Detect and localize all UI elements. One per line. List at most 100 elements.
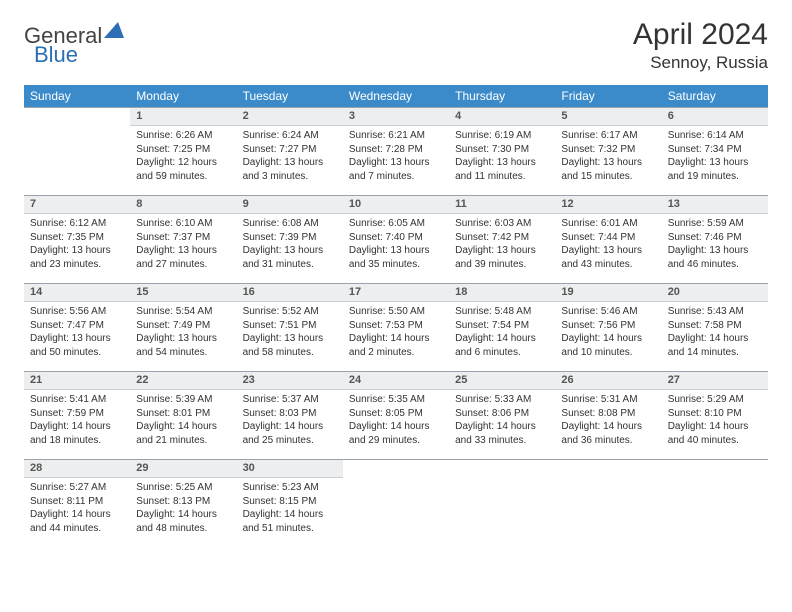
day-number-cell: 9 bbox=[237, 196, 343, 214]
day-number: 15 bbox=[136, 286, 148, 298]
weekday-header: Tuesday bbox=[237, 85, 343, 108]
day-number-cell bbox=[449, 460, 555, 478]
sunset-text: Sunset: 7:54 PM bbox=[455, 319, 549, 333]
sunrise-text: Sunrise: 5:23 AM bbox=[243, 481, 337, 495]
day-number-row: 123456 bbox=[24, 108, 768, 126]
day-content-cell: Sunrise: 5:39 AMSunset: 8:01 PMDaylight:… bbox=[130, 390, 236, 460]
sunset-text: Sunset: 7:42 PM bbox=[455, 231, 549, 245]
day-number-cell: 5 bbox=[555, 108, 661, 126]
day-number: 24 bbox=[349, 374, 361, 386]
day-number: 19 bbox=[561, 286, 573, 298]
logo-blue-wrap: Blue bbox=[34, 42, 78, 68]
daylight-text: Daylight: 14 hours and 29 minutes. bbox=[349, 420, 443, 447]
sunrise-text: Sunrise: 6:03 AM bbox=[455, 217, 549, 231]
daylight-text: Daylight: 14 hours and 25 minutes. bbox=[243, 420, 337, 447]
logo-text-blue: Blue bbox=[34, 42, 78, 67]
title-block: April 2024 Sennoy, Russia bbox=[633, 18, 768, 73]
sunrise-text: Sunrise: 6:14 AM bbox=[668, 129, 762, 143]
daylight-text: Daylight: 12 hours and 59 minutes. bbox=[136, 156, 230, 183]
daylight-text: Daylight: 13 hours and 23 minutes. bbox=[30, 244, 124, 271]
day-content-cell: Sunrise: 6:08 AMSunset: 7:39 PMDaylight:… bbox=[237, 214, 343, 284]
daylight-text: Daylight: 13 hours and 50 minutes. bbox=[30, 332, 124, 359]
daylight-text: Daylight: 14 hours and 40 minutes. bbox=[668, 420, 762, 447]
sunset-text: Sunset: 8:10 PM bbox=[668, 407, 762, 421]
day-content-cell: Sunrise: 6:12 AMSunset: 7:35 PMDaylight:… bbox=[24, 214, 130, 284]
day-number-cell: 7 bbox=[24, 196, 130, 214]
weekday-header: Thursday bbox=[449, 85, 555, 108]
day-number: 8 bbox=[136, 198, 142, 210]
sunrise-text: Sunrise: 5:35 AM bbox=[349, 393, 443, 407]
weekday-header: Wednesday bbox=[343, 85, 449, 108]
day-number: 3 bbox=[349, 110, 355, 122]
day-content-row: Sunrise: 5:27 AMSunset: 8:11 PMDaylight:… bbox=[24, 478, 768, 548]
day-content-cell: Sunrise: 5:59 AMSunset: 7:46 PMDaylight:… bbox=[662, 214, 768, 284]
day-content-cell: Sunrise: 6:10 AMSunset: 7:37 PMDaylight:… bbox=[130, 214, 236, 284]
day-number: 5 bbox=[561, 110, 567, 122]
day-number-cell: 3 bbox=[343, 108, 449, 126]
sunset-text: Sunset: 7:27 PM bbox=[243, 143, 337, 157]
day-number: 9 bbox=[243, 198, 249, 210]
day-content-cell: Sunrise: 6:14 AMSunset: 7:34 PMDaylight:… bbox=[662, 126, 768, 196]
sunset-text: Sunset: 7:32 PM bbox=[561, 143, 655, 157]
day-content-cell: Sunrise: 6:01 AMSunset: 7:44 PMDaylight:… bbox=[555, 214, 661, 284]
day-number-cell: 16 bbox=[237, 284, 343, 302]
sunrise-text: Sunrise: 5:41 AM bbox=[30, 393, 124, 407]
day-number: 27 bbox=[668, 374, 680, 386]
sunset-text: Sunset: 7:44 PM bbox=[561, 231, 655, 245]
day-content-cell bbox=[24, 126, 130, 196]
day-content-row: Sunrise: 5:56 AMSunset: 7:47 PMDaylight:… bbox=[24, 302, 768, 372]
day-number: 14 bbox=[30, 286, 42, 298]
sunrise-text: Sunrise: 6:12 AM bbox=[30, 217, 124, 231]
day-number-cell: 2 bbox=[237, 108, 343, 126]
sunrise-text: Sunrise: 5:31 AM bbox=[561, 393, 655, 407]
daylight-text: Daylight: 14 hours and 48 minutes. bbox=[136, 508, 230, 535]
sunrise-text: Sunrise: 5:46 AM bbox=[561, 305, 655, 319]
daylight-text: Daylight: 14 hours and 51 minutes. bbox=[243, 508, 337, 535]
day-number: 11 bbox=[455, 198, 467, 210]
day-number: 2 bbox=[243, 110, 249, 122]
sunrise-text: Sunrise: 5:33 AM bbox=[455, 393, 549, 407]
day-content-cell bbox=[449, 478, 555, 548]
day-number-cell: 13 bbox=[662, 196, 768, 214]
day-number-cell: 17 bbox=[343, 284, 449, 302]
location: Sennoy, Russia bbox=[633, 53, 768, 73]
day-number-cell: 20 bbox=[662, 284, 768, 302]
sunset-text: Sunset: 7:47 PM bbox=[30, 319, 124, 333]
day-number-cell bbox=[24, 108, 130, 126]
sunrise-text: Sunrise: 6:19 AM bbox=[455, 129, 549, 143]
daylight-text: Daylight: 13 hours and 15 minutes. bbox=[561, 156, 655, 183]
day-number: 17 bbox=[349, 286, 361, 298]
daylight-text: Daylight: 14 hours and 36 minutes. bbox=[561, 420, 655, 447]
sunrise-text: Sunrise: 5:43 AM bbox=[668, 305, 762, 319]
day-content-cell: Sunrise: 5:50 AMSunset: 7:53 PMDaylight:… bbox=[343, 302, 449, 372]
day-number-cell: 24 bbox=[343, 372, 449, 390]
sunset-text: Sunset: 8:01 PM bbox=[136, 407, 230, 421]
day-number-row: 7 8 9 10 11 1213 bbox=[24, 196, 768, 214]
sunset-text: Sunset: 7:59 PM bbox=[30, 407, 124, 421]
sunrise-text: Sunrise: 6:24 AM bbox=[243, 129, 337, 143]
sunset-text: Sunset: 7:56 PM bbox=[561, 319, 655, 333]
day-content-cell: Sunrise: 6:05 AMSunset: 7:40 PMDaylight:… bbox=[343, 214, 449, 284]
day-content-cell bbox=[662, 478, 768, 548]
sunset-text: Sunset: 8:11 PM bbox=[30, 495, 124, 509]
daylight-text: Daylight: 13 hours and 39 minutes. bbox=[455, 244, 549, 271]
day-number-cell bbox=[343, 460, 449, 478]
day-number-cell bbox=[555, 460, 661, 478]
day-number: 7 bbox=[30, 198, 36, 210]
sunrise-text: Sunrise: 5:29 AM bbox=[668, 393, 762, 407]
sunset-text: Sunset: 8:05 PM bbox=[349, 407, 443, 421]
daylight-text: Daylight: 13 hours and 19 minutes. bbox=[668, 156, 762, 183]
sunrise-text: Sunrise: 6:26 AM bbox=[136, 129, 230, 143]
sunset-text: Sunset: 7:37 PM bbox=[136, 231, 230, 245]
day-number-cell: 12 bbox=[555, 196, 661, 214]
day-number-cell: 10 bbox=[343, 196, 449, 214]
sunset-text: Sunset: 7:30 PM bbox=[455, 143, 549, 157]
sunrise-text: Sunrise: 5:37 AM bbox=[243, 393, 337, 407]
sunset-text: Sunset: 7:35 PM bbox=[30, 231, 124, 245]
day-content-cell: Sunrise: 5:31 AMSunset: 8:08 PMDaylight:… bbox=[555, 390, 661, 460]
daylight-text: Daylight: 14 hours and 44 minutes. bbox=[30, 508, 124, 535]
sunrise-text: Sunrise: 6:01 AM bbox=[561, 217, 655, 231]
daylight-text: Daylight: 13 hours and 31 minutes. bbox=[243, 244, 337, 271]
sunrise-text: Sunrise: 5:50 AM bbox=[349, 305, 443, 319]
header: General April 2024 Sennoy, Russia bbox=[24, 18, 768, 73]
